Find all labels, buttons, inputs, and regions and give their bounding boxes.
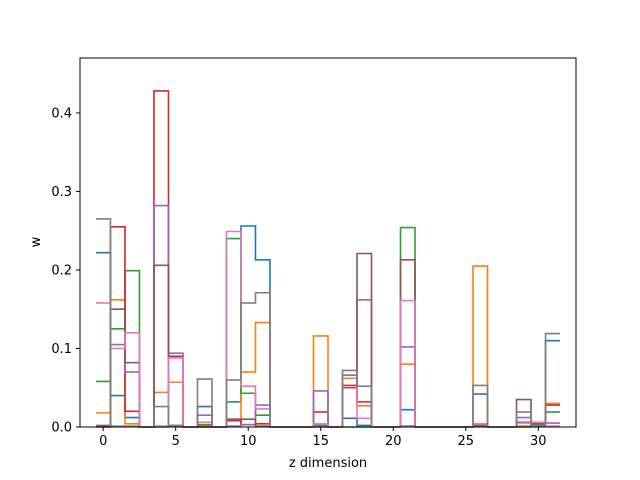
x-tick-label: 0 [99, 434, 107, 449]
x-axis-label: z dimension [289, 456, 367, 471]
y-tick-label: 0.0 [51, 421, 72, 436]
series-8-step-line [95, 218, 561, 428]
x-tick-label: 25 [458, 434, 475, 449]
plot-frame [79, 57, 577, 428]
y-tick-label: 0.4 [51, 106, 72, 121]
y-axis-ticks: 0.0 0.1 0.2 0.3 0.4 [51, 106, 80, 436]
y-axis-label: w [29, 236, 44, 247]
y-tick-label: 0.1 [51, 342, 72, 357]
x-axis-ticks: 0 5 10 15 20 25 30 [99, 427, 547, 449]
x-tick-label: 20 [385, 434, 402, 449]
x-tick-label: 30 [530, 434, 547, 449]
y-tick-label: 0.2 [51, 263, 72, 278]
x-tick-label: 15 [312, 434, 329, 449]
series-7-step-line [95, 230, 561, 428]
x-tick-label: 5 [172, 434, 180, 449]
x-tick-label: 10 [240, 434, 257, 449]
y-tick-label: 0.3 [51, 185, 72, 200]
